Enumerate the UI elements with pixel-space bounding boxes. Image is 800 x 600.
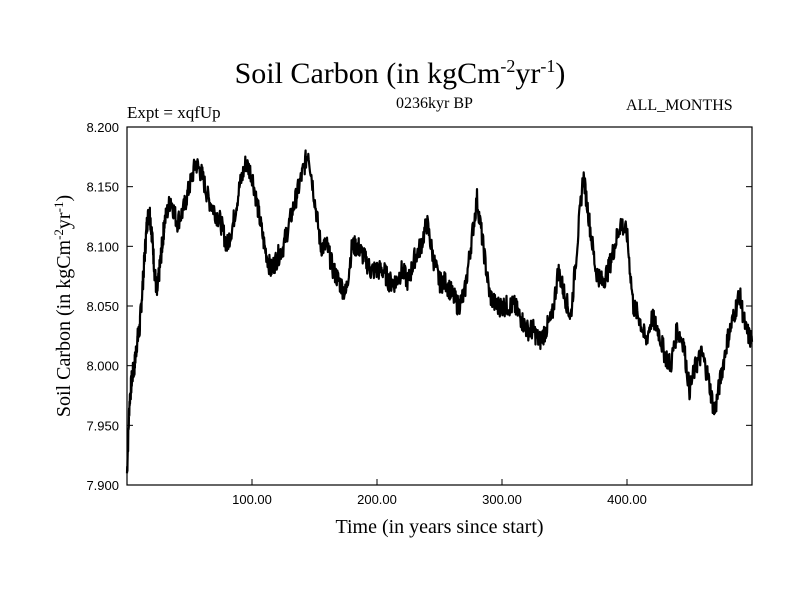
y-tick-label: 8.000 [86, 359, 119, 374]
x-tick-label: 200.00 [357, 492, 397, 507]
plot-frame [126, 126, 753, 486]
y-axis-title: Soil Carbon (in kgCm-2yr-1) [51, 195, 76, 417]
y-tick-label: 7.900 [86, 478, 119, 493]
chart-title: Soil Carbon (in kgCm-2yr-1) [234, 56, 566, 90]
y-tick-label: 8.200 [86, 120, 119, 135]
period-label: 0236kyr BP [396, 95, 473, 112]
series-line-soil-carbon [125, 149, 754, 474]
y-tick-label: 7.950 [86, 418, 119, 433]
x-axis: 100.00 200.00 300.00 400.00 [232, 479, 647, 507]
y-tick-label: 8.100 [86, 239, 119, 254]
x-tick-label: 100.00 [232, 492, 272, 507]
y-tick-label: 8.150 [86, 180, 119, 195]
x-axis-title: Time (in years since start) [335, 516, 543, 538]
x-tick-label: 300.00 [482, 492, 522, 507]
x-tick-label: 400.00 [607, 492, 647, 507]
months-label: ALL_MONTHS [626, 97, 733, 114]
y-tick-label: 8.050 [86, 299, 119, 314]
experiment-label: Expt = xqfUp [127, 103, 221, 122]
y-axis: 7.900 7.950 8.000 8.050 8.100 8.150 8.200 [86, 120, 752, 493]
